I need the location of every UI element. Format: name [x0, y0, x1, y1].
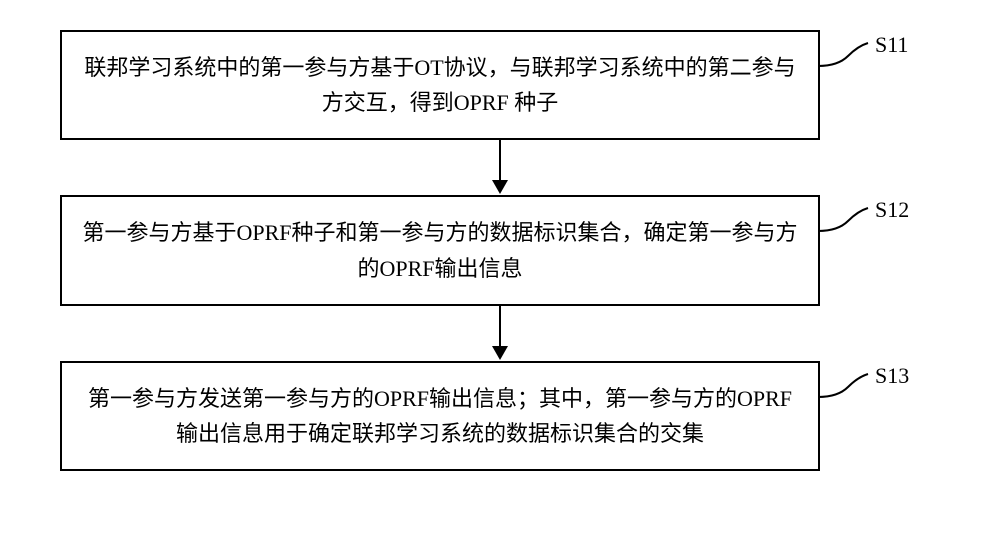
step-box-3: 第一参与方发送第一参与方的OPRF输出信息；其中，第一参与方的OPRF输出信息用…: [60, 361, 820, 471]
step-box-2: 第一参与方基于OPRF种子和第一参与方的数据标识集合，确定第一参与方的OPRF输…: [60, 195, 820, 305]
curve-connector-3: [818, 369, 873, 404]
arrow-down-1: [488, 140, 512, 195]
label-container-1: S11: [820, 30, 940, 58]
label-container-2: S12: [820, 195, 940, 223]
step-row-2: 第一参与方基于OPRF种子和第一参与方的数据标识集合，确定第一参与方的OPRF输…: [60, 195, 940, 305]
arrow-container-1: [120, 140, 880, 195]
step-label-2: S12: [875, 197, 909, 223]
step-row-3: 第一参与方发送第一参与方的OPRF输出信息；其中，第一参与方的OPRF输出信息用…: [60, 361, 940, 471]
step-label-3: S13: [875, 363, 909, 389]
arrow-container-2: [120, 306, 880, 361]
step-row-1: 联邦学习系统中的第一参与方基于OT协议，与联邦学习系统中的第二参与方交互，得到O…: [60, 30, 940, 140]
step-text-3: 第一参与方发送第一参与方的OPRF输出信息；其中，第一参与方的OPRF输出信息用…: [82, 381, 798, 451]
step-text-1: 联邦学习系统中的第一参与方基于OT协议，与联邦学习系统中的第二参与方交互，得到O…: [82, 50, 798, 120]
step-label-1: S11: [875, 32, 908, 58]
curve-connector-1: [818, 38, 873, 73]
label-container-3: S13: [820, 361, 940, 389]
step-box-1: 联邦学习系统中的第一参与方基于OT协议，与联邦学习系统中的第二参与方交互，得到O…: [60, 30, 820, 140]
flowchart-container: 联邦学习系统中的第一参与方基于OT协议，与联邦学习系统中的第二参与方交互，得到O…: [60, 30, 940, 471]
step-text-2: 第一参与方基于OPRF种子和第一参与方的数据标识集合，确定第一参与方的OPRF输…: [82, 215, 798, 285]
arrow-down-2: [488, 306, 512, 361]
curve-connector-2: [818, 203, 873, 238]
